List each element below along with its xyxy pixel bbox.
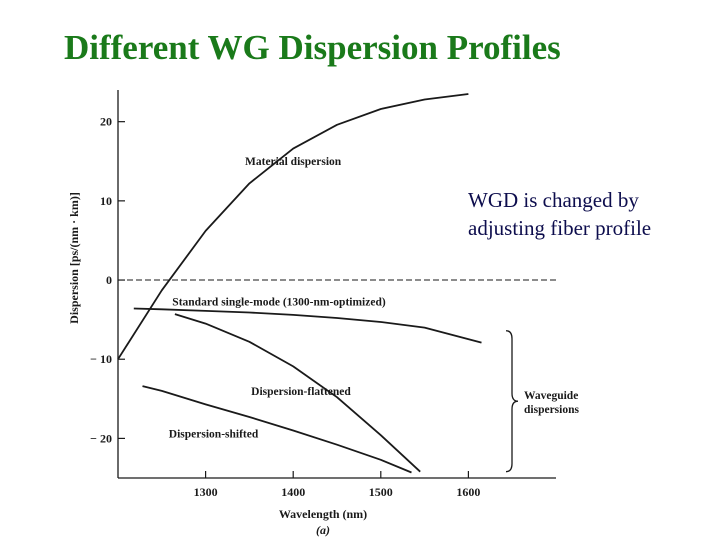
bracket-group [505, 330, 519, 473]
waveguide-bracket [505, 330, 519, 473]
series-line-material-dispersion [117, 93, 469, 360]
slide-title: Different WG Dispersion Profiles [64, 28, 561, 67]
series-label-material-dispersion: Material dispersion [245, 156, 342, 168]
y-tick-label: − 20 [90, 431, 112, 445]
bracket-label-line-1: Waveguide [524, 390, 578, 402]
chart-axes [117, 90, 556, 479]
figure-caption: (a) [316, 523, 330, 537]
dispersion-figure: 20 10 0 − 10 − 20 1300 1400 1500 1600 Wavelength … [64, 82, 594, 540]
bracket-label-line-2: dispersions [524, 404, 579, 416]
y-tick-label: − 10 [90, 352, 112, 366]
y-axis-label: Dispersion [ps/(nm · km)] [67, 192, 81, 324]
y-tick-label: 0 [106, 273, 112, 287]
y-tick-label: 20 [100, 115, 112, 129]
series-label-standard-single-mode-1300-nm-optimized: Standard single-mode (1300-nm-optimized) [172, 296, 386, 308]
series-label-dispersion-flattened: Dispersion-flattened [251, 386, 351, 398]
x-tick-label: 1400 [281, 485, 305, 499]
series-line-standard-single-mode-1300-nm-optimized [133, 307, 482, 344]
series-group [117, 93, 482, 474]
series-line-dispersion-flattened [174, 313, 421, 473]
note-line-1: WGD is changed by [468, 188, 639, 212]
series-line-dispersion-shifted [142, 385, 412, 474]
series-label-dispersion-shifted: Dispersion-shifted [169, 429, 259, 441]
x-axis-label: Wavelength (nm) [279, 507, 367, 521]
x-tick-label: 1300 [194, 485, 218, 499]
x-tick-label: 1500 [369, 485, 393, 499]
annotation-note: WGD is changed by adjusting fiber profil… [468, 186, 708, 242]
chart-text-group: 20 10 0 − 10 − 20 1300 1400 1500 1600 Wavelength … [67, 115, 579, 537]
y-tick-label: 10 [100, 194, 112, 208]
dispersion-chart: 20 10 0 − 10 − 20 1300 1400 1500 1600 Wavelength … [67, 90, 579, 537]
x-tick-label: 1600 [456, 485, 480, 499]
note-line-2: adjusting fiber profile [468, 216, 652, 240]
